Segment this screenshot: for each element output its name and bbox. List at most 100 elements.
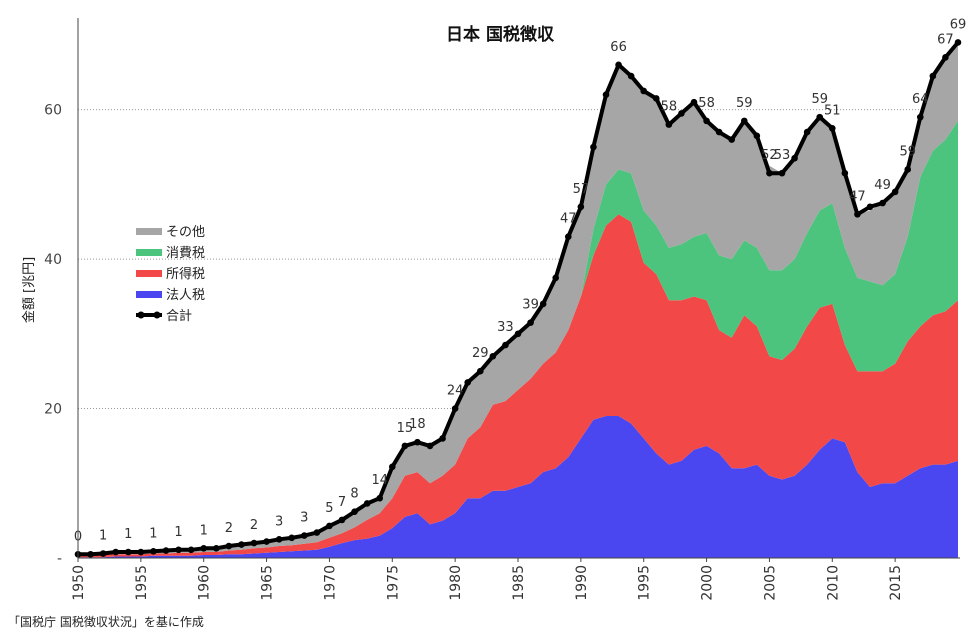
legend-other-label: その他: [166, 225, 205, 240]
total-point-1981: [464, 379, 472, 386]
legend-income-tax: 所得税: [136, 266, 205, 282]
data-label-1956: 1: [149, 526, 157, 541]
source-note: 「国税庁 国税徴収状況」を基に作成: [8, 615, 204, 629]
y-tick-labels: - 20 40 60: [44, 103, 62, 567]
legend-corporate-tax-label: 法人税: [166, 288, 205, 303]
total-point-1961: [212, 544, 220, 552]
x-tick-1995: 1995: [637, 565, 653, 601]
total-point-2007: [791, 154, 798, 162]
total-point-1966: [275, 536, 283, 543]
total-point-2018: [929, 72, 937, 80]
total-point-2011: [841, 169, 849, 177]
data-label-1966: 3: [275, 514, 283, 529]
total-point-1970: [326, 522, 333, 530]
y-tick-20: 20: [44, 402, 62, 418]
total-point-1986: [527, 319, 534, 326]
x-tick-1980: 1980: [448, 565, 464, 601]
data-label-1971: 7: [338, 495, 346, 510]
data-label-1993: 66: [610, 40, 627, 55]
data-label-1958: 1: [174, 525, 182, 540]
data-label-1997: 58: [661, 100, 678, 115]
total-point-1953: [112, 548, 120, 556]
legend-total-marker-right: [153, 311, 161, 319]
total-point-2013: [866, 203, 874, 211]
x-tick-1960: 1960: [197, 565, 213, 601]
total-point-2012: [854, 210, 861, 218]
data-label-2014: 49: [874, 178, 891, 193]
total-point-1959: [187, 546, 195, 554]
total-point-1995: [640, 87, 648, 95]
total-point-2020: [954, 39, 962, 46]
x-tick-2010: 2010: [825, 565, 841, 601]
total-point-1969: [313, 529, 321, 536]
data-label-1952: 1: [99, 529, 107, 544]
legend-consumption-tax-swatch: [136, 249, 162, 256]
total-point-1955: [137, 548, 145, 556]
x-tick-2000: 2000: [700, 565, 716, 601]
data-label-1990: 57: [573, 182, 590, 197]
total-point-2015: [891, 188, 899, 196]
x-tick-2015: 2015: [888, 565, 904, 601]
x-tick-labels: 1950 1955 1960 1965 1970 1975 1980 1985 1990 1995…: [71, 558, 904, 601]
total-line: [74, 39, 962, 558]
total-point-2014: [879, 199, 886, 207]
total-point-2019: [942, 54, 949, 61]
legend-other: その他: [136, 225, 205, 240]
total-point-1978: [426, 442, 434, 450]
total-point-1963: [238, 541, 245, 548]
y-axis-label: 金額 [兆円]: [21, 257, 37, 323]
data-label-1972: 8: [350, 487, 358, 502]
total-point-1975: [388, 463, 396, 471]
data-label-1976: 15: [397, 421, 414, 436]
total-point-1972: [351, 508, 358, 515]
legend-other-swatch: [136, 228, 162, 235]
total-point-1983: [489, 352, 497, 360]
total-point-1957: [162, 547, 170, 554]
total-point-1962: [225, 542, 233, 550]
total-point-2009: [816, 113, 824, 121]
x-tick-1950: 1950: [71, 565, 87, 601]
total-point-1985: [514, 330, 522, 338]
x-tick-2005: 2005: [762, 565, 778, 601]
area-consumption-tax: [78, 120, 958, 556]
total-point-1987: [539, 300, 547, 308]
total-point-1965: [263, 538, 270, 545]
total-point-1980: [451, 405, 459, 412]
legend-income-tax-label: 所得税: [166, 266, 205, 282]
data-label-2010: 51: [824, 103, 841, 118]
total-point-1989: [564, 233, 572, 240]
data-label-1982: 29: [472, 346, 489, 361]
total-point-1992: [602, 91, 610, 99]
total-point-1988: [552, 274, 560, 282]
data-label-1968: 3: [300, 511, 308, 526]
data-label-2005: 52: [761, 148, 778, 163]
total-point-2000: [703, 117, 710, 125]
x-tick-1970: 1970: [322, 565, 338, 601]
total-point-1984: [502, 341, 509, 349]
data-label-1964: 2: [250, 518, 258, 533]
x-tick-1965: 1965: [260, 565, 276, 601]
total-point-1976: [401, 442, 409, 450]
total-point-1979: [439, 435, 446, 442]
total-point-1999: [690, 98, 698, 106]
legend-corporate-tax: 法人税: [136, 288, 205, 303]
data-label-1962: 2: [225, 521, 233, 536]
legend-total: 合計: [136, 308, 192, 324]
total-point-1982: [476, 367, 484, 375]
total-point-1971: [338, 516, 346, 524]
axes: [77, 18, 960, 559]
data-label-1986: 39: [522, 298, 539, 313]
data-label-2006: 53: [774, 148, 791, 163]
total-point-1964: [250, 539, 258, 547]
legend-total-label: 合計: [166, 308, 192, 324]
x-tick-1985: 1985: [511, 565, 527, 601]
x-tick-1975: 1975: [385, 565, 401, 601]
total-point-2017: [916, 113, 924, 121]
total-point-1991: [590, 143, 597, 151]
total-point-1996: [652, 95, 660, 102]
total-point-1990: [577, 203, 585, 211]
x-tick-1955: 1955: [134, 565, 150, 601]
data-label-1977: 18: [409, 417, 426, 432]
